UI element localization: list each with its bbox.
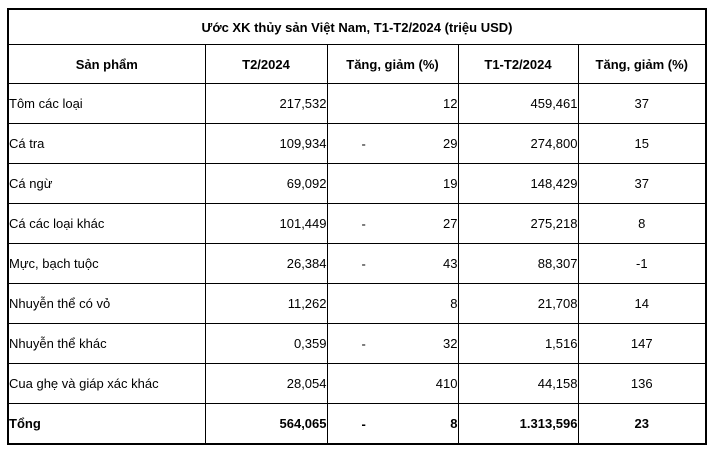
t2-value-cell: 109,934	[204, 123, 328, 164]
t1t2-value-cell: 148,429	[457, 163, 579, 204]
t1t2-value-cell: 274,800	[457, 123, 579, 164]
t2-change-cell: 19	[326, 163, 459, 204]
t1t2-change-cell: 15	[577, 123, 707, 164]
t1t2-change-cell: 14	[577, 283, 707, 324]
header-t2-change: Tăng, giảm (%)	[326, 44, 459, 84]
t1t2-change-cell: -1	[577, 243, 707, 284]
t2-change-cell: - 27	[326, 203, 459, 244]
change-value: 12	[443, 96, 458, 111]
table-row: Cá ngừ 69,092 19 148,429 37	[7, 163, 707, 204]
t2-value-cell: 28,054	[204, 363, 328, 404]
t2-change-cell: - 43	[326, 243, 459, 284]
product-cell: Nhuyễn thể có vỏ	[7, 283, 206, 324]
product-cell: Tôm các loại	[7, 83, 206, 124]
t2-value-cell: 69,092	[204, 163, 328, 204]
product-cell: Cá tra	[7, 123, 206, 164]
product-cell: Cua ghẹ và giáp xác khác	[7, 363, 206, 404]
t1t2-change-cell: 37	[577, 83, 707, 124]
product-cell: Tổng	[7, 403, 206, 445]
table-row: Tôm các loại 217,532 12 459,461 37	[7, 83, 707, 124]
seafood-export-table: Ước XK thủy sản Việt Nam, T1-T2/2024 (tr…	[7, 8, 708, 445]
change-value: 8	[450, 416, 458, 431]
product-cell: Cá các loại khác	[7, 203, 206, 244]
t1t2-value-cell: 459,461	[457, 83, 579, 124]
change-value: 43	[443, 256, 458, 271]
t1t2-value-cell: 1,516	[457, 323, 579, 364]
t2-change-cell: 12	[326, 83, 459, 124]
minus-sign: -	[361, 336, 366, 351]
t1t2-change-cell: 147	[577, 323, 707, 364]
total-row: Tổng 564,065 -8 1.313,596 23	[7, 403, 707, 445]
table-row: Nhuyễn thể có vỏ 11,262 8 21,708 14	[7, 283, 707, 324]
change-value: 29	[443, 136, 458, 151]
table-row: Cá tra 109,934 - 29 274,800 15	[7, 123, 707, 164]
t1t2-value-cell: 88,307	[457, 243, 579, 284]
t1t2-value-cell: 44,158	[457, 363, 579, 404]
t1t2-change-cell: 8	[577, 203, 707, 244]
table-row: Nhuyễn thể khác 0,359 - 32 1,516 147	[7, 323, 707, 364]
t2-change-cell: -8	[326, 403, 459, 445]
t2-value-cell: 217,532	[204, 83, 328, 124]
minus-sign: -	[361, 416, 366, 431]
t2-change-cell: - 29	[326, 123, 459, 164]
header-t1t2-2024: T1-T2/2024	[457, 44, 579, 84]
t2-value-cell: 0,359	[204, 323, 328, 364]
table-row: Cua ghẹ và giáp xác khác 28,054 410 44,1…	[7, 363, 707, 404]
minus-sign: -	[361, 216, 366, 231]
header-row: Sản phẩm T2/2024 Tăng, giảm (%) T1-T2/20…	[7, 44, 707, 84]
t1t2-change-cell: 23	[577, 403, 707, 445]
minus-sign: -	[361, 136, 366, 151]
product-cell: Nhuyễn thể khác	[7, 323, 206, 364]
header-t1t2-change: Tăng, giảm (%)	[577, 44, 707, 84]
t2-value-cell: 11,262	[204, 283, 328, 324]
product-cell: Cá ngừ	[7, 163, 206, 204]
t2-change-cell: - 32	[326, 323, 459, 364]
change-value: 32	[443, 336, 458, 351]
t1t2-value-cell: 275,218	[457, 203, 579, 244]
change-value: 410	[435, 376, 458, 391]
t1t2-change-cell: 136	[577, 363, 707, 404]
table-title: Ước XK thủy sản Việt Nam, T1-T2/2024 (tr…	[7, 8, 707, 45]
t1t2-value-cell: 21,708	[457, 283, 579, 324]
t2-change-cell: 8	[326, 283, 459, 324]
header-product: Sản phẩm	[7, 44, 206, 84]
change-value: 27	[443, 216, 458, 231]
table-row: Cá các loại khác 101,449 - 27 275,218 8	[7, 203, 707, 244]
t1t2-change-cell: 37	[577, 163, 707, 204]
t1t2-value-cell: 1.313,596	[457, 403, 579, 445]
t2-value-cell: 101,449	[204, 203, 328, 244]
change-value: 8	[450, 296, 458, 311]
product-cell: Mực, bạch tuộc	[7, 243, 206, 284]
table-row: Mực, bạch tuộc 26,384 - 43 88,307 -1	[7, 243, 707, 284]
change-value: 19	[443, 176, 458, 191]
minus-sign: -	[361, 256, 366, 271]
t2-value-cell: 564,065	[204, 403, 328, 445]
title-row: Ước XK thủy sản Việt Nam, T1-T2/2024 (tr…	[7, 8, 707, 45]
t2-change-cell: 410	[326, 363, 459, 404]
header-t2-2024: T2/2024	[204, 44, 328, 84]
t2-value-cell: 26,384	[204, 243, 328, 284]
